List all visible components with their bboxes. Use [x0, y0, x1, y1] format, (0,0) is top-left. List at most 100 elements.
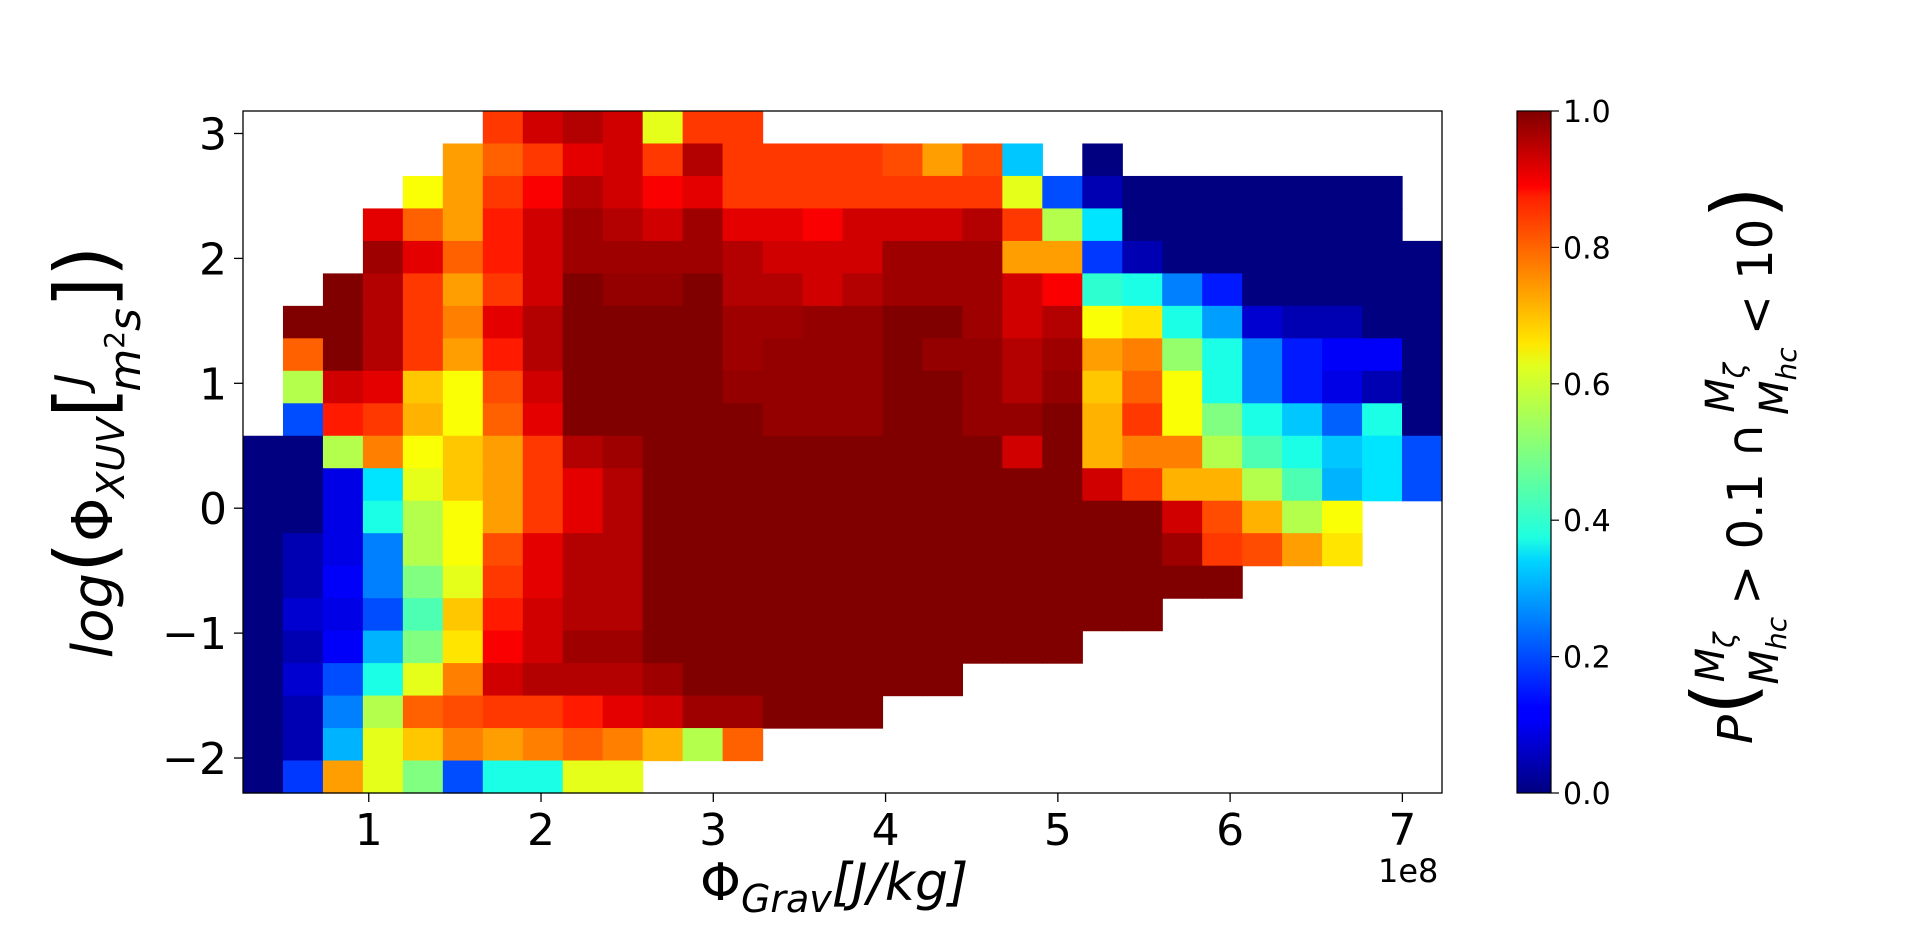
heatmap-cell: [1402, 370, 1443, 404]
heatmap-cell: [1122, 598, 1163, 632]
heatmap-cell: [1162, 468, 1203, 502]
heatmap-cell: [1082, 500, 1123, 534]
heatmap-cell: [562, 208, 604, 242]
heatmap-cell: [842, 500, 884, 534]
heatmap-cell: [1122, 468, 1163, 502]
heatmap-cell: [1002, 630, 1043, 664]
heatmap-cell: [922, 403, 963, 437]
x-tick-label: 4: [872, 805, 900, 856]
heatmap-cell: [1242, 500, 1283, 534]
heatmap-cell: [842, 370, 884, 404]
heatmap-cell: [1082, 338, 1123, 372]
heatmap-cell: [1282, 175, 1323, 210]
heatmap-cell: [1162, 208, 1203, 242]
heatmap-cell: [602, 468, 644, 502]
heatmap-cell: [1402, 273, 1443, 307]
heatmap-cell: [322, 695, 364, 729]
heatmap-cell: [362, 338, 404, 372]
heatmap-cell: [602, 533, 644, 567]
heatmap-cell: [362, 598, 404, 632]
heatmap-cell: [482, 565, 524, 599]
heatmap-cell: [1362, 468, 1403, 502]
y-tick-label: 0: [199, 484, 227, 535]
heatmap-cell: [1082, 175, 1123, 210]
heatmap-cell: [762, 630, 804, 664]
heatmap-cell: [442, 273, 484, 307]
heatmap-cell: [1402, 240, 1443, 274]
heatmap-cell: [802, 273, 844, 307]
heatmap-cell: [243, 533, 284, 567]
heatmap-cell: [522, 760, 564, 794]
heatmap-cell: [282, 728, 324, 762]
heatmap-cell: [482, 695, 524, 729]
heatmap-cell: [842, 533, 884, 567]
heatmap-cell: [682, 565, 724, 599]
heatmap-cell: [922, 663, 963, 697]
heatmap-cell: [482, 663, 524, 697]
heatmap-cell: [562, 695, 604, 729]
heatmap-cell: [1202, 435, 1243, 469]
heatmap-cell: [1082, 273, 1123, 307]
colorbar-tick-label: 0.0: [1563, 777, 1611, 812]
heatmap-cell: [522, 695, 564, 729]
heatmap-cell: [1322, 305, 1363, 339]
heatmap-cell: [562, 630, 604, 664]
heatmap-cell: [642, 500, 684, 534]
heatmap-cell: [482, 468, 524, 502]
heatmap-cell: [1162, 500, 1203, 534]
heatmap-cell: [802, 338, 844, 372]
heatmap-cell: [882, 468, 924, 502]
heatmap-cell: [282, 630, 324, 664]
heatmap-cell: [1362, 403, 1403, 437]
heatmap-cell: [602, 728, 644, 762]
heatmap-cell: [962, 630, 1003, 664]
heatmap-cell: [1282, 240, 1323, 274]
heatmap-cell: [1002, 370, 1043, 404]
plot-frame: [242, 110, 1443, 794]
heatmap-cell: [243, 468, 284, 502]
heatmap-cell: [762, 468, 804, 502]
heatmap-cell: [802, 143, 844, 177]
heatmap-cell: [1002, 468, 1043, 502]
heatmap-cell: [1242, 370, 1283, 404]
heatmap-cell: [762, 403, 804, 437]
heatmap-cell: [962, 468, 1003, 502]
heatmap-cell: [802, 533, 844, 567]
heatmap-cell: [282, 760, 324, 794]
heatmap-cell: [1042, 305, 1083, 339]
heatmap-cell: [522, 111, 564, 145]
heatmap-cell: [1122, 565, 1163, 599]
heatmap-cell: [442, 598, 484, 632]
heatmap-cell: [482, 273, 524, 307]
heatmap-cell: [962, 500, 1003, 534]
heatmap-cell: [322, 500, 364, 534]
heatmap-cell: [1322, 370, 1363, 404]
svg-text:log(ΦXUV[Jm2s]): log(ΦXUV[Jm2s]): [38, 246, 151, 659]
heatmap-cell: [722, 728, 764, 762]
heatmap-cell: [842, 630, 884, 664]
heatmap-cell: [922, 175, 963, 210]
heatmap-cell: [1002, 208, 1043, 242]
heatmap-cell: [1162, 305, 1203, 339]
heatmap-cell: [562, 175, 604, 210]
heatmap-cell: [722, 468, 764, 502]
heatmap-cell: [1282, 403, 1323, 437]
heatmap-cell: [1402, 403, 1443, 437]
heatmap-cell: [962, 565, 1003, 599]
heatmap-cell: [842, 305, 884, 339]
heatmap-cell: [442, 370, 484, 404]
heatmap-cell: [1082, 468, 1123, 502]
heatmap-cell: [282, 598, 324, 632]
heatmap-cell: [802, 468, 844, 502]
heatmap-cell: [1362, 273, 1403, 307]
heatmap-cell: [1002, 143, 1043, 177]
heatmap-cell: [362, 728, 404, 762]
heatmap-cell: [362, 208, 404, 242]
heatmap-cell: [1082, 305, 1123, 339]
heatmap-cell: [682, 630, 724, 664]
heatmap-cell: [842, 338, 884, 372]
heatmap-cell: [1202, 240, 1243, 274]
heatmap-cell: [722, 403, 764, 437]
heatmap-cell: [282, 695, 324, 729]
x-offset-label: 1e8: [1378, 852, 1438, 890]
